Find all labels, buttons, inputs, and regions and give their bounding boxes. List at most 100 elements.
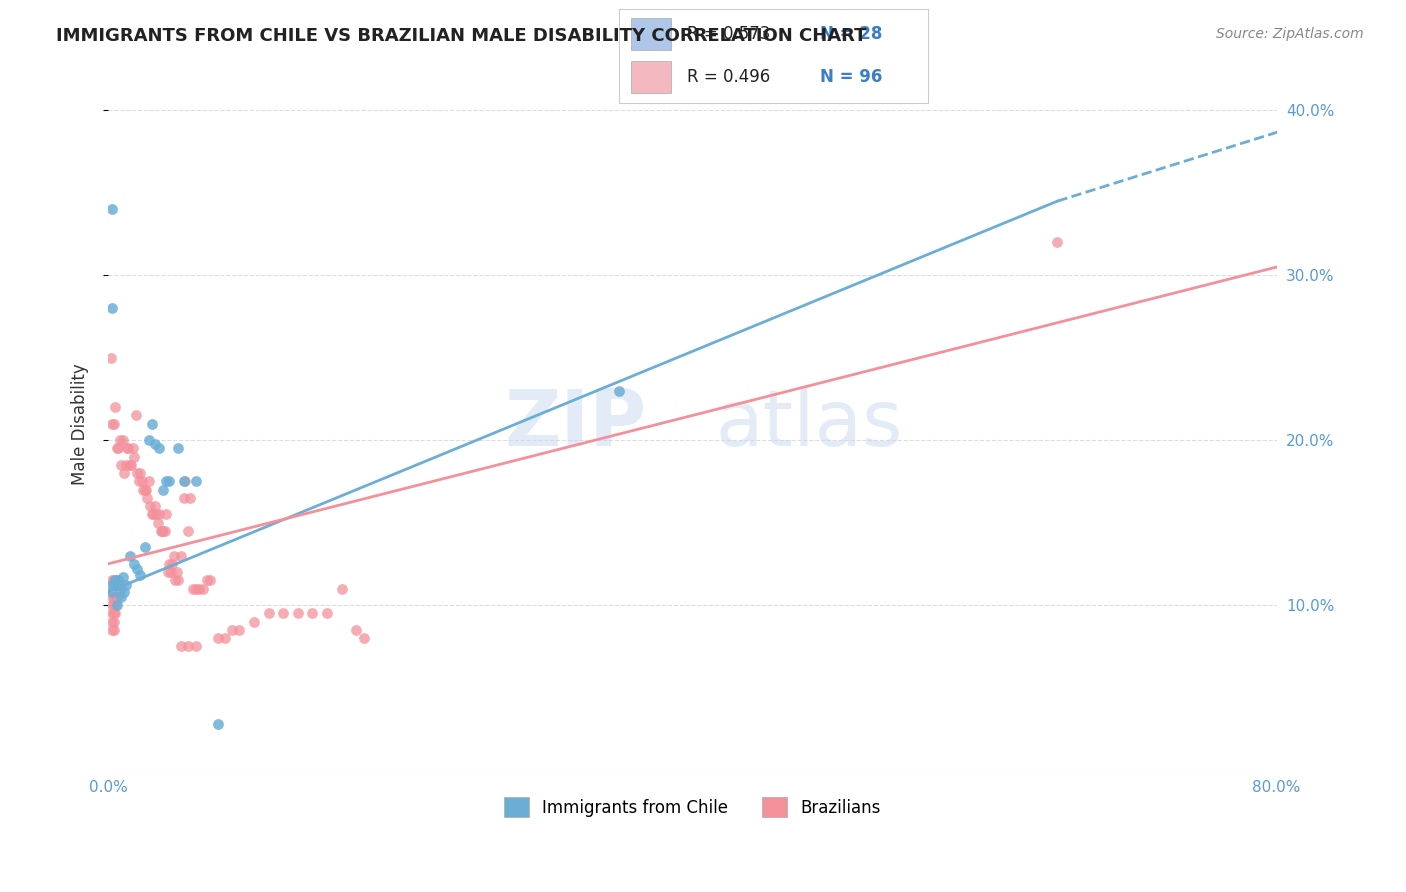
Point: [114, 458, 136, 472]
Point: [301, 607, 323, 621]
Point: [157, 475, 180, 489]
Point: [271, 607, 294, 621]
Text: IMMIGRANTS FROM CHILE VS BRAZILIAN MALE DISABILITY CORRELATION CHART: IMMIGRANTS FROM CHILE VS BRAZILIAN MALE …: [56, 27, 866, 45]
Point: [105, 442, 128, 456]
Point: [191, 582, 214, 596]
Point: [101, 590, 124, 604]
Point: [114, 578, 136, 592]
Point: [118, 458, 141, 472]
Point: [124, 557, 146, 571]
Point: [103, 574, 125, 588]
Point: [187, 582, 209, 596]
Point: [177, 524, 200, 538]
Point: [184, 475, 207, 489]
Point: [107, 574, 129, 588]
Point: [132, 483, 155, 497]
Point: [228, 623, 250, 637]
Point: [103, 623, 125, 637]
Point: [138, 475, 160, 489]
Point: [127, 466, 149, 480]
Point: [100, 351, 122, 365]
Point: [221, 623, 243, 637]
Point: [107, 578, 129, 592]
Point: [103, 615, 125, 629]
Point: [128, 475, 150, 489]
Point: [153, 524, 176, 538]
Point: [103, 417, 125, 431]
Point: [129, 466, 152, 480]
Point: [146, 516, 169, 530]
Point: [155, 475, 177, 489]
Point: [179, 491, 201, 505]
Point: [121, 442, 143, 456]
Point: [170, 640, 193, 654]
Point: [157, 557, 180, 571]
Point: [108, 582, 131, 596]
Y-axis label: Male Disability: Male Disability: [72, 363, 89, 484]
Point: [143, 499, 166, 513]
Text: N = 28: N = 28: [820, 25, 882, 43]
Point: [105, 590, 128, 604]
Text: atlas: atlas: [716, 385, 903, 462]
Point: [207, 631, 229, 645]
Point: [104, 607, 127, 621]
Point: [1046, 235, 1069, 250]
Point: [143, 436, 166, 450]
Text: R = 0.573: R = 0.573: [686, 25, 770, 43]
Point: [127, 562, 149, 576]
Point: [162, 557, 184, 571]
Point: [134, 541, 156, 555]
Point: [136, 491, 159, 505]
Point: [108, 578, 131, 592]
Point: [104, 574, 127, 588]
Point: [101, 301, 124, 316]
Point: [166, 565, 188, 579]
Point: [103, 607, 125, 621]
Point: [149, 524, 172, 538]
Point: [134, 483, 156, 497]
Point: [101, 623, 124, 637]
Point: [607, 384, 630, 398]
Point: [108, 434, 131, 448]
Point: [101, 598, 124, 612]
Text: R = 0.496: R = 0.496: [686, 69, 770, 87]
Point: [104, 598, 127, 612]
Point: [111, 434, 134, 448]
Point: [152, 483, 174, 497]
Point: [104, 574, 127, 588]
Point: [159, 565, 181, 579]
Point: [103, 598, 125, 612]
Point: [105, 578, 128, 592]
FancyBboxPatch shape: [631, 62, 671, 94]
Point: [115, 442, 138, 456]
Point: [148, 508, 170, 522]
Point: [141, 417, 163, 431]
Point: [120, 458, 142, 472]
Point: [101, 202, 124, 217]
Point: [174, 475, 197, 489]
Point: [184, 640, 207, 654]
Point: [138, 434, 160, 448]
Point: [150, 524, 173, 538]
Point: [103, 590, 125, 604]
Point: [104, 401, 127, 415]
Text: ZIP: ZIP: [505, 385, 647, 462]
Point: [163, 549, 186, 563]
Point: [112, 585, 135, 599]
Point: [257, 607, 280, 621]
Point: [101, 417, 124, 431]
Point: [131, 475, 153, 489]
Point: [142, 508, 165, 522]
Point: [101, 578, 124, 592]
Point: [344, 623, 367, 637]
Legend: Immigrants from Chile, Brazilians: Immigrants from Chile, Brazilians: [498, 790, 887, 824]
Point: [110, 590, 132, 604]
Point: [112, 466, 135, 480]
Point: [148, 442, 170, 456]
Point: [214, 631, 236, 645]
Point: [107, 442, 129, 456]
Point: [101, 607, 124, 621]
Point: [200, 574, 222, 588]
Point: [195, 574, 218, 588]
Point: [118, 549, 141, 563]
